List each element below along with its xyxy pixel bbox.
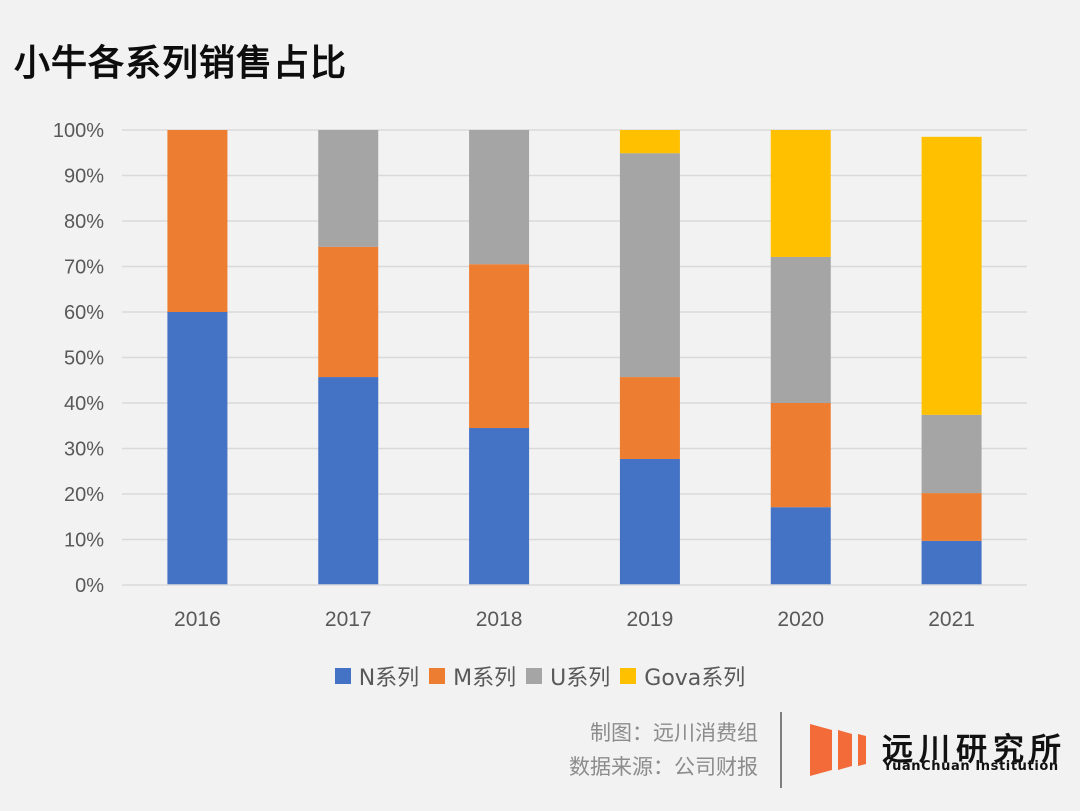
logo-text-cn: 远川研究所 [882, 732, 1067, 768]
bar-segment-2019-M系列 [619, 377, 680, 459]
bar-segment-2021-M系列 [921, 493, 982, 541]
y-tick-label: 100% [53, 120, 104, 142]
legend-item: Gova系列 [620, 660, 745, 692]
bar-segment-2019-N系列 [619, 458, 680, 585]
stacked-bar-chart: 0%10%20%30%40%50%60%70%80%90%100% 2016 20… [53, 120, 1027, 631]
bar-segment-2019-Gova系列 [619, 130, 680, 154]
bar-segment-2016-M系列 [167, 130, 228, 312]
bar-segment-2020-U系列 [770, 256, 831, 403]
footer-divider [780, 712, 782, 788]
legend-label: Gova系列 [644, 666, 746, 691]
bar-segment-2020-N系列 [770, 507, 831, 585]
credit-data-source: 数据来源：公司财报 [569, 755, 758, 779]
legend-swatch [334, 668, 351, 684]
logo-text-en: YuanChuan Institution [883, 759, 1059, 774]
y-axis-ticks: 0% 10% 20% 30% 40% 50% 60% 70% 80% 90% 100% [53, 120, 104, 597]
y-tick-label: 10% [64, 530, 104, 552]
x-tick-label: 2017 [325, 608, 372, 631]
bar-segment-2016-N系列 [167, 312, 228, 585]
bar-segment-2017-U系列 [318, 130, 379, 247]
x-tick-label: 2021 [928, 608, 975, 631]
bar-segment-2021-U系列 [921, 414, 982, 494]
legend-item: N系列 [334, 660, 420, 692]
x-tick-label: 2016 [174, 608, 221, 631]
x-axis-ticks: 2016 2017 2018 2019 2020 2021 [174, 608, 975, 631]
bar-segment-2020-Gova系列 [770, 130, 831, 257]
legend-label: N系列 [358, 666, 420, 691]
credits: 制图：远川消费组 数据来源：公司财报 [569, 716, 758, 784]
y-tick-label: 60% [64, 302, 104, 324]
y-tick-label: 20% [64, 484, 104, 506]
y-tick-label: 40% [64, 393, 104, 415]
bar-segment-2020-M系列 [770, 403, 831, 508]
legend-label: M系列 [453, 666, 517, 691]
legend-swatch [620, 668, 637, 684]
y-tick-label: 70% [64, 257, 104, 279]
gridlines [122, 129, 1027, 541]
y-tick-label: 80% [64, 211, 104, 233]
legend-swatch [429, 668, 446, 684]
legend-item: M系列 [429, 660, 516, 692]
logo-bars-icon [810, 724, 866, 776]
legend-swatch [526, 668, 543, 684]
y-tick-label: 50% [64, 348, 104, 370]
x-tick-label: 2018 [476, 608, 523, 631]
bar-segment-2017-N系列 [318, 377, 379, 585]
legend: N系列 M系列 U系列 Gova系列 [0, 660, 1080, 692]
x-tick-label: 2019 [627, 608, 674, 631]
x-tick-label: 2020 [777, 608, 824, 631]
bar-segment-2018-U系列 [469, 130, 530, 265]
bar-segment-2019-U系列 [619, 153, 680, 378]
bar-segment-2021-N系列 [921, 540, 982, 585]
chart-title: 小牛各系列销售占比 [14, 43, 348, 84]
legend-label: U系列 [550, 666, 611, 691]
bar-segment-2018-N系列 [469, 428, 530, 585]
bar-segment-2018-M系列 [469, 264, 530, 429]
bar-segment-2021-Gova系列 [921, 136, 982, 415]
y-tick-label: 0% [75, 575, 104, 597]
bars [167, 130, 982, 585]
y-tick-label: 30% [64, 439, 104, 461]
bar-segment-2017-M系列 [318, 246, 379, 378]
credit-chart-maker: 制图：远川消费组 [590, 721, 758, 745]
legend-item: U系列 [526, 660, 610, 692]
y-tick-label: 90% [64, 166, 104, 188]
